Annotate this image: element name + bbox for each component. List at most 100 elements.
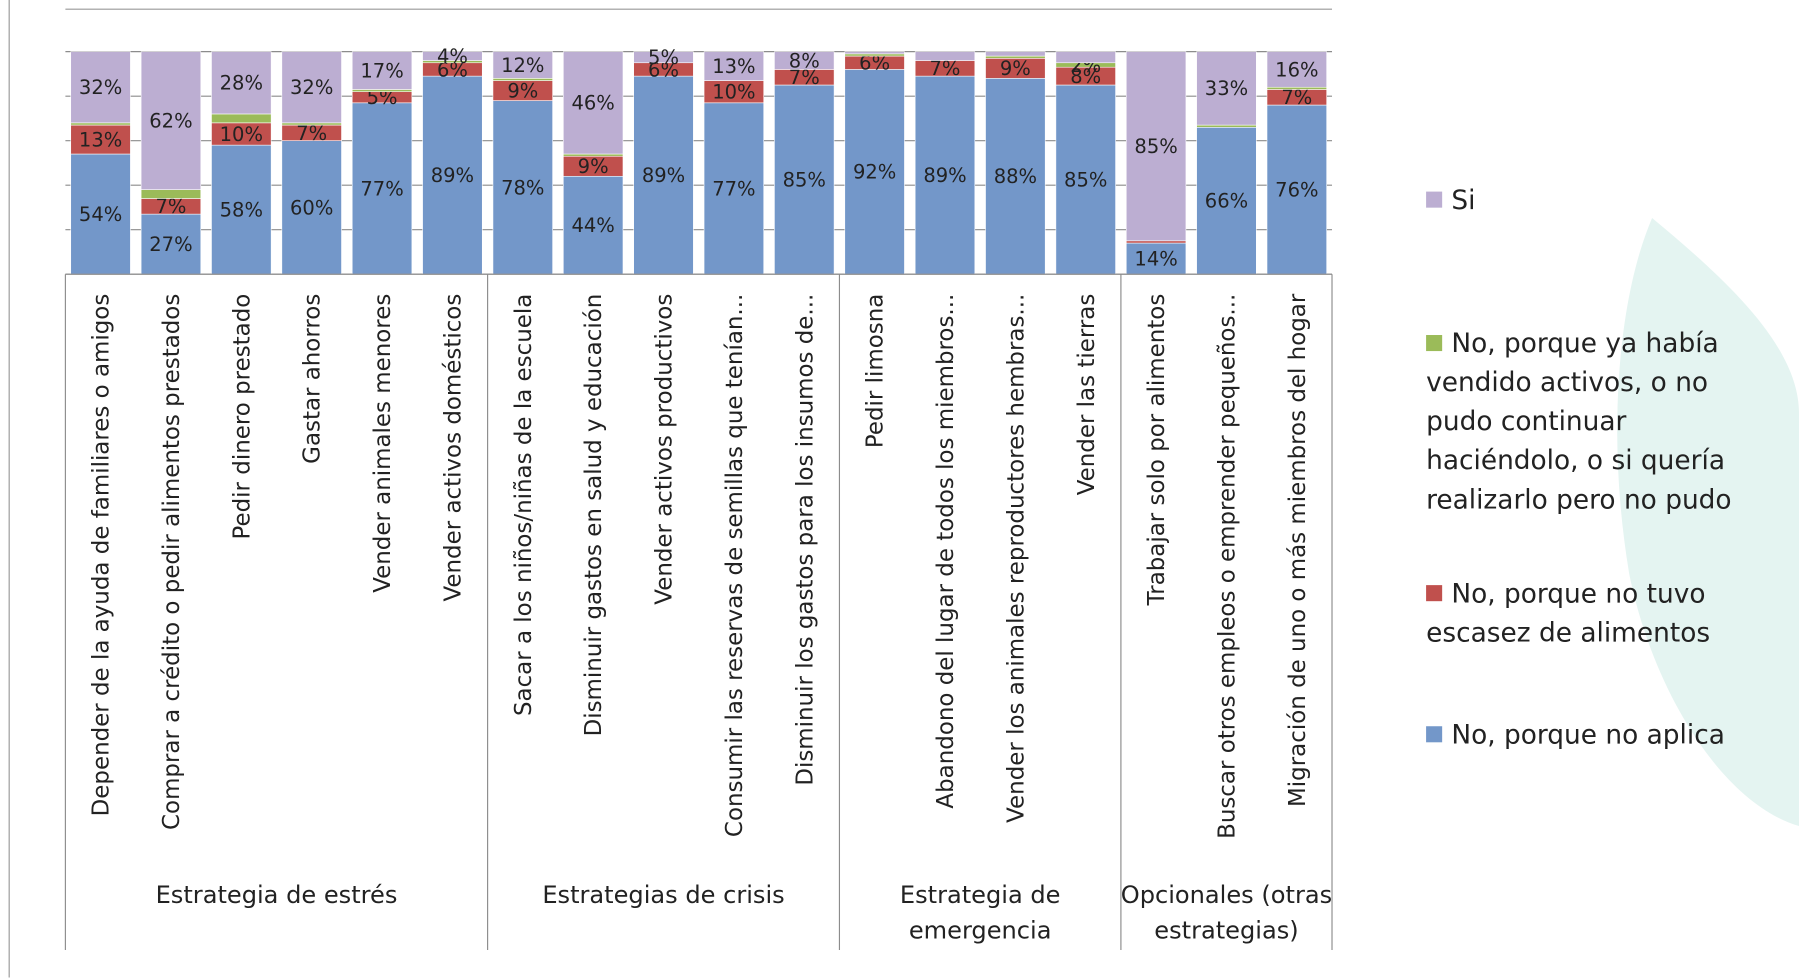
bar-segment <box>492 51 553 79</box>
bar-segment <box>1125 51 1187 242</box>
plot: 54% 13% 32% Depender de la ayuda de familia… <box>64 45 1333 950</box>
x-tick-label: Vender activos domésticos <box>440 294 466 602</box>
bar-segment <box>281 51 342 124</box>
bar-segment <box>985 55 1046 59</box>
bar-segment <box>633 51 694 64</box>
data-label: 89% <box>642 164 685 187</box>
data-label: 9% <box>578 155 609 178</box>
bar-segment <box>914 75 976 275</box>
bar-segment <box>914 51 976 61</box>
bar-segment <box>563 175 624 275</box>
x-tick-label: Depender de la ayuda de familiares o ami… <box>89 294 115 817</box>
data-label: 10% <box>220 123 263 146</box>
x-tick-label: Abandono del lugar de todos los miembros… <box>933 294 959 809</box>
data-label: 12% <box>501 54 544 77</box>
group-label: Estrategia de estrés <box>156 881 398 909</box>
data-label: 13% <box>712 55 755 78</box>
legend-item: No, porque ya había vendido activos, o n… <box>1426 325 1770 520</box>
data-label: 14% <box>1134 248 1177 271</box>
legend-swatch <box>1426 585 1443 602</box>
bar-segment <box>1125 240 1187 244</box>
x-tick-label: Sacar a los niños/niñas de la escuela <box>511 294 537 716</box>
bar-segment <box>985 78 1046 275</box>
bar-segment <box>492 100 553 275</box>
x-tick-label: Disminuir los gastos para los insumos de… <box>792 294 818 786</box>
data-label: 7% <box>296 122 327 145</box>
legend-item: No, porque no aplica <box>1426 716 1770 755</box>
data-label: 77% <box>712 177 755 200</box>
data-label: 16% <box>1275 58 1318 81</box>
data-label: 32% <box>79 76 122 99</box>
legend-label: No, porque ya había vendido activos, o n… <box>1426 329 1732 516</box>
data-label: 85% <box>1064 168 1107 191</box>
bar-segment <box>422 51 483 61</box>
bar-segment <box>1196 127 1257 275</box>
data-label: 8% <box>789 49 820 72</box>
data-label: 9% <box>507 79 538 102</box>
data-label: 8% <box>1070 65 1101 88</box>
data-label: 28% <box>220 72 263 95</box>
x-tick-label: Comprar a crédito o pedir alimentos pres… <box>159 294 185 830</box>
data-label: 9% <box>1000 57 1031 80</box>
data-label: 77% <box>360 177 403 200</box>
data-label: 76% <box>1275 179 1318 202</box>
data-label: 6% <box>648 58 679 81</box>
bar-segment <box>70 124 131 155</box>
bar-segment <box>774 51 835 70</box>
bar-segment <box>703 51 765 81</box>
legend-label: No, porque no tuvo escasez de alimentos <box>1426 579 1711 649</box>
data-label: 32% <box>290 76 333 99</box>
data-label: 7% <box>155 195 186 218</box>
bar-segment <box>351 89 413 92</box>
bar-segment <box>211 113 272 124</box>
x-tick-label: Pedir limosna <box>863 294 889 448</box>
bar-segment <box>351 102 413 275</box>
bar-segment <box>140 189 202 199</box>
legend-swatch <box>1426 191 1443 208</box>
data-label: 7% <box>930 57 961 80</box>
bar-segment <box>563 153 624 157</box>
data-label: 27% <box>149 233 192 256</box>
legend-swatch <box>1426 335 1443 352</box>
data-label: 60% <box>290 196 333 219</box>
group-label: Opcionales (otras <box>1121 881 1332 909</box>
bar-segment <box>211 51 272 115</box>
bar-segment <box>351 51 413 90</box>
group-label: emergencia <box>909 916 1052 944</box>
legend-label: Si <box>1451 185 1476 216</box>
data-label: 58% <box>220 199 263 222</box>
bar-segment <box>422 75 483 275</box>
data-label: 13% <box>79 128 122 151</box>
bar-segment <box>1055 84 1116 275</box>
data-label: 85% <box>783 168 826 191</box>
x-tick-label: Buscar otros empleos o emprender pequeño… <box>1214 294 1240 839</box>
legend-item: No, porque no tuvo escasez de alimentos <box>1426 575 1770 653</box>
data-label: 10% <box>712 81 755 104</box>
legend-swatch <box>1426 726 1443 743</box>
data-label: 44% <box>571 214 614 237</box>
bar-segment <box>281 122 342 126</box>
data-label: 46% <box>571 92 614 115</box>
bar-segment <box>844 69 905 275</box>
data-label: 7% <box>1281 86 1312 109</box>
x-tick-label: Vender animales menores <box>370 294 396 593</box>
legend-item: Si <box>1426 181 1770 220</box>
bar-segment <box>774 84 835 275</box>
bar-segment <box>563 51 624 155</box>
bar-segment <box>70 51 131 124</box>
bar-segment <box>1196 51 1257 126</box>
bar-segment <box>140 51 202 190</box>
x-tick-label: Gastar ahorros <box>300 294 326 464</box>
bar-segment <box>985 51 1046 57</box>
bar-segment <box>281 140 342 275</box>
bar-segment <box>1266 86 1327 90</box>
bar-segment <box>1196 124 1257 128</box>
x-tick-label: Vender las tierras <box>1074 294 1100 496</box>
bar-segment <box>70 122 131 126</box>
group-label: Estrategia de <box>900 881 1061 909</box>
bar-segment <box>1055 51 1116 64</box>
data-label: 33% <box>1205 77 1248 100</box>
data-label: 17% <box>360 59 403 82</box>
